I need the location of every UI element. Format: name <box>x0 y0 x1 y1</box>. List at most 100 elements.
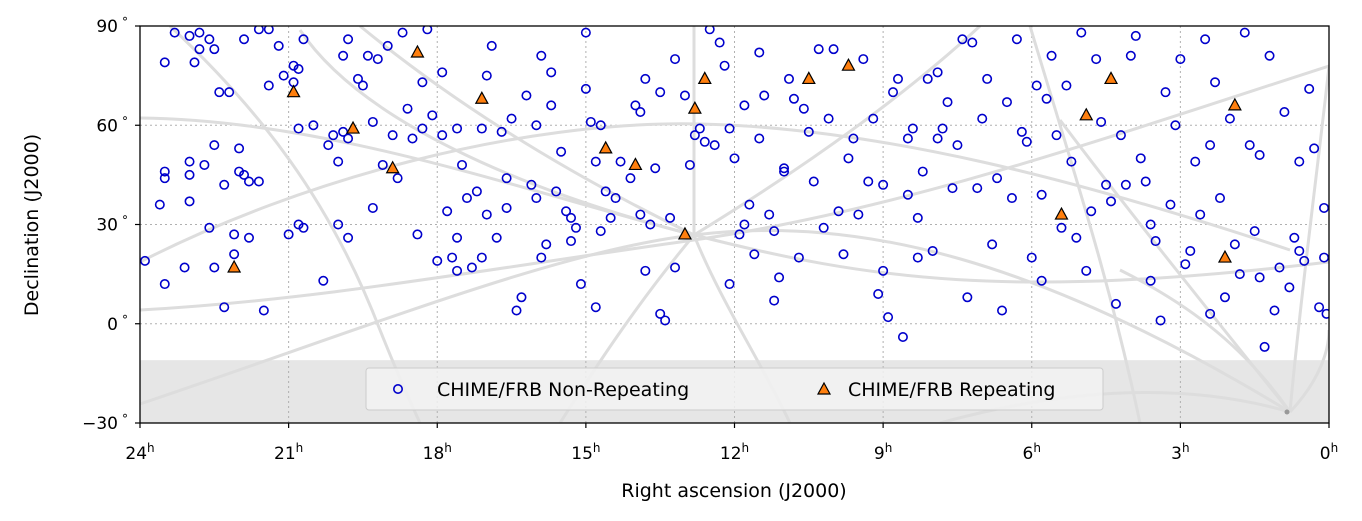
non-repeating-frb-point <box>491 232 502 243</box>
non-repeating-frb-point <box>813 44 824 55</box>
non-repeating-frb-point <box>402 103 413 114</box>
non-repeating-frb-point <box>907 123 918 134</box>
non-repeating-frb-point <box>655 87 666 98</box>
legend-non-repeating-label: CHIME/FRB Non-Repeating <box>437 379 689 401</box>
non-repeating-frb-point <box>367 202 378 213</box>
non-repeating-frb-point <box>704 26 715 35</box>
non-repeating-frb-point <box>764 209 775 220</box>
non-repeating-frb-point <box>1229 239 1240 250</box>
non-repeating-frb-point <box>209 262 220 273</box>
repeating-frb-point <box>227 259 242 273</box>
non-repeating-frb-point <box>1081 265 1092 276</box>
non-repeating-frb-point <box>293 219 304 230</box>
non-repeating-frb-point <box>184 196 195 207</box>
non-repeating-frb-point <box>184 30 195 41</box>
non-repeating-frb-point <box>1284 282 1295 293</box>
non-repeating-frb-point <box>239 34 250 45</box>
non-repeating-frb-point <box>476 252 487 263</box>
non-repeating-frb-point <box>1096 116 1107 127</box>
non-repeating-frb-point <box>808 176 819 187</box>
non-repeating-frb-point <box>937 123 948 134</box>
non-repeating-frb-point <box>442 206 453 217</box>
non-repeating-frb-point <box>452 123 463 134</box>
repeating-frb-point <box>677 226 692 240</box>
x-tick-label: 0h <box>1320 441 1338 464</box>
non-repeating-frb-point <box>605 212 616 223</box>
non-repeating-frb-point <box>199 159 210 170</box>
non-repeating-frb-point <box>1006 193 1017 204</box>
non-repeating-frb-point <box>209 140 220 151</box>
non-repeating-frb-point <box>952 140 963 151</box>
non-repeating-frb-point <box>1239 27 1250 38</box>
non-repeating-frb-point <box>189 57 200 68</box>
non-repeating-frb-point <box>1056 222 1067 233</box>
non-repeating-frb-point <box>580 83 591 94</box>
non-repeating-frb-point <box>481 209 492 220</box>
non-repeating-frb-point <box>967 37 978 48</box>
non-repeating-frb-point <box>1125 50 1136 61</box>
non-repeating-frb-point <box>833 206 844 217</box>
non-repeating-frb-point <box>1135 153 1146 164</box>
non-repeating-frb-point <box>848 133 859 144</box>
non-repeating-frb-point <box>1254 150 1265 161</box>
non-repeating-frb-point <box>343 34 354 45</box>
repeating-frb-point <box>1104 71 1119 85</box>
non-repeating-frb-point <box>1170 120 1181 131</box>
non-repeating-frb-point <box>422 26 433 35</box>
non-repeating-frb-point <box>1294 156 1305 167</box>
non-repeating-frb-point <box>972 183 983 194</box>
non-repeating-frb-point <box>1304 83 1315 94</box>
non-repeating-frb-point <box>1076 27 1087 38</box>
non-repeating-frb-point <box>734 229 745 240</box>
non-repeating-frb-point <box>932 67 943 78</box>
non-repeating-frb-point <box>367 116 378 127</box>
non-repeating-frb-point <box>942 97 953 108</box>
non-repeating-frb-point <box>798 103 809 114</box>
non-repeating-frb-point <box>214 87 225 98</box>
non-repeating-frb-point <box>957 34 968 45</box>
non-repeating-frb-point <box>1205 308 1216 319</box>
non-repeating-frb-point <box>496 126 507 137</box>
repeating-frb-point <box>1054 206 1069 220</box>
non-repeating-frb-point <box>526 179 537 190</box>
non-repeating-frb-point <box>1190 156 1201 167</box>
non-repeating-frb-point <box>179 262 190 273</box>
y-axis-label: Declination (J2000) <box>21 134 43 316</box>
non-repeating-frb-point <box>883 312 894 323</box>
galactic-line <box>939 390 1291 423</box>
non-repeating-frb-point <box>888 87 899 98</box>
non-repeating-frb-point <box>382 40 393 51</box>
legend-repeating-label: CHIME/FRB Repeating <box>848 379 1055 401</box>
non-repeating-frb-point <box>531 120 542 131</box>
non-repeating-frb-point <box>873 288 884 299</box>
repeating-frb-point <box>628 157 643 171</box>
non-repeating-frb-point <box>466 262 477 273</box>
non-repeating-frb-point <box>977 113 988 124</box>
non-repeating-frb-point <box>159 173 170 184</box>
non-repeating-frb-point <box>1210 77 1221 88</box>
non-repeating-frb-point <box>1319 252 1329 263</box>
non-repeating-frb-point <box>744 199 755 210</box>
non-repeating-frb-point <box>729 153 740 164</box>
non-repeating-frb-point <box>486 40 497 51</box>
non-repeating-frb-point <box>541 239 552 250</box>
non-repeating-frb-point <box>243 176 254 187</box>
non-repeating-frb-point <box>1259 341 1270 352</box>
non-repeating-frb-point <box>333 219 344 230</box>
x-axis-label: Right ascension (J2000) <box>621 480 846 502</box>
y-tick-label: 90 ° <box>96 15 128 37</box>
non-repeating-frb-point <box>1026 252 1037 263</box>
non-repeating-frb-point <box>1106 196 1117 207</box>
non-repeating-frb-point <box>372 54 383 65</box>
non-repeating-frb-point <box>184 156 195 167</box>
non-repeating-frb-point <box>1130 30 1141 41</box>
non-repeating-frb-point <box>878 265 889 276</box>
non-repeating-frb-point <box>159 57 170 68</box>
non-repeating-frb-point <box>318 275 329 286</box>
non-repeating-frb-point <box>1244 140 1255 151</box>
non-repeating-frb-point <box>461 193 472 204</box>
non-repeating-frb-point <box>689 130 700 141</box>
non-repeating-frb-point <box>333 156 344 167</box>
non-repeating-frb-point <box>1200 34 1211 45</box>
repeating-frb-point <box>687 100 702 114</box>
